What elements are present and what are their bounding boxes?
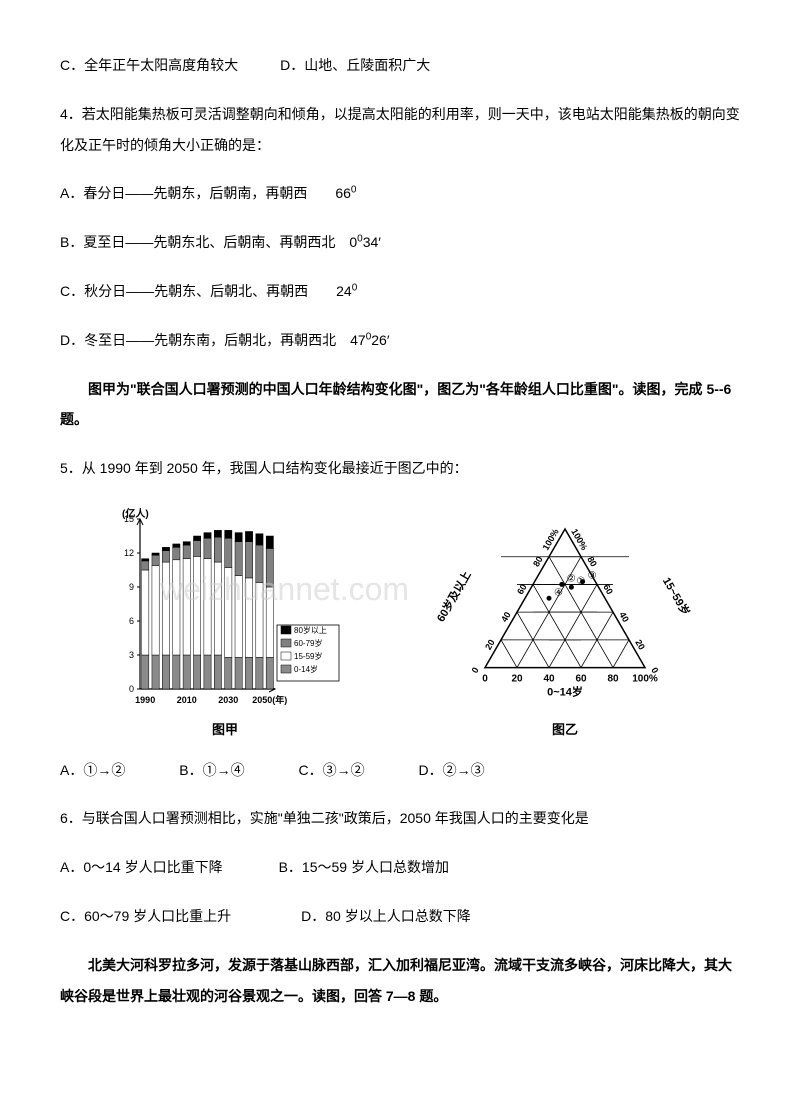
intro56-text: 图甲为"联合国人口署预测的中国人口年龄结构变化图"，图乙为"各年龄组人口比重图"… bbox=[60, 381, 731, 428]
svg-text:2010: 2010 bbox=[177, 695, 197, 705]
svg-text:0: 0 bbox=[470, 666, 481, 675]
question5-stem: 5．从 1990 年到 2050 年，我国人口结构变化最接近于图乙中的： bbox=[60, 453, 740, 484]
svg-text:0: 0 bbox=[129, 684, 134, 694]
q6-options-ab: A．0～14 岁人口比重下降 B．15～59 岁人口总数增加 bbox=[60, 852, 740, 883]
svg-text:3: 3 bbox=[129, 650, 134, 660]
q4-option-b: B．夏至日——先朝东北、后朝南、再朝西北 0034′ bbox=[60, 227, 740, 258]
svg-text:100%: 100% bbox=[569, 527, 589, 552]
question4-stem: 4．若太阳能集热板可灵活调整朝向和倾角，以提高太阳能的利用率，则一天中，该电站太… bbox=[60, 99, 740, 161]
svg-text:15: 15 bbox=[124, 514, 134, 524]
svg-text:0~14岁: 0~14岁 bbox=[547, 685, 583, 699]
q5-options: A．①→② B．①→④ C．③→② D．②→③ bbox=[60, 755, 740, 786]
q6-opt-a: A．0～14 岁人口比重下降 bbox=[60, 859, 223, 875]
q6-opt-b: B．15～59 岁人口总数增加 bbox=[279, 859, 449, 875]
svg-text:12: 12 bbox=[124, 548, 134, 558]
svg-text:60: 60 bbox=[575, 674, 587, 685]
q6-opt-c: C．60～79 岁人口比重上升 bbox=[60, 908, 231, 924]
q5-text: 5．从 1990 年到 2050 年，我国人口结构变化最接近于图乙中的： bbox=[60, 460, 468, 476]
q5-opt-a: A．①→② bbox=[60, 755, 125, 786]
figure-a-label: 图甲 bbox=[212, 716, 238, 745]
opt-text: C．全年正午太阳高度角较大 D．山地、丘陵面积广大 bbox=[60, 57, 430, 73]
q6-text: 6．与联合国人口署预测相比，实施"单独二孩"政策后，2050 年我国人口的主要变… bbox=[60, 810, 589, 826]
q4a-pre: A．春分日——先朝东，后朝南，再朝西 66 bbox=[60, 185, 351, 201]
q5-opt-b: B．①→④ bbox=[179, 755, 244, 786]
svg-text:100%: 100% bbox=[541, 527, 561, 552]
svg-text:15~59岁: 15~59岁 bbox=[660, 575, 693, 618]
question6-stem: 6．与联合国人口署预测相比，实施"单独二孩"政策后，2050 年我国人口的主要变… bbox=[60, 803, 740, 834]
q4d-pre: D．冬至日——先朝东南，后朝北，再朝西北 47 bbox=[60, 332, 366, 348]
svg-text:③: ③ bbox=[588, 571, 597, 582]
svg-text:1990: 1990 bbox=[135, 695, 155, 705]
q4-option-d: D．冬至日——先朝东南，后朝北，再朝西北 47026′ bbox=[60, 325, 740, 356]
svg-text:2030: 2030 bbox=[218, 695, 238, 705]
figure-b-chart: 020406080100%020406080100%020406080100%0… bbox=[435, 504, 695, 714]
figure-b-label: 图乙 bbox=[552, 716, 578, 745]
svg-text:6: 6 bbox=[129, 616, 134, 626]
q4c-sup: 0 bbox=[352, 282, 358, 293]
q4d-post: 26′ bbox=[371, 332, 389, 348]
svg-text:60岁及以上: 60岁及以上 bbox=[435, 568, 474, 624]
svg-text:80岁以上: 80岁以上 bbox=[294, 625, 327, 635]
question3-options-cd: C．全年正午太阳高度角较大 D．山地、丘陵面积广大 bbox=[60, 50, 740, 81]
svg-text:15-59岁: 15-59岁 bbox=[294, 651, 322, 661]
q4c-pre: C．秋分日——先朝东、后朝北、再朝西 24 bbox=[60, 283, 352, 299]
svg-text:0-14岁: 0-14岁 bbox=[294, 664, 318, 674]
q5-opt-d: D．②→③ bbox=[418, 755, 484, 786]
svg-text:20: 20 bbox=[511, 674, 523, 685]
figures-row: weizhuannet.com (亿人)03691215199020102030… bbox=[60, 504, 740, 745]
figure-b-block: 020406080100%020406080100%020406080100%0… bbox=[435, 504, 695, 745]
figure-a-chart: (亿人)036912151990201020302050(年)80岁以上60-7… bbox=[105, 504, 345, 714]
svg-text:80: 80 bbox=[607, 674, 619, 685]
intro78-text: 北美大河科罗拉多河，发源于落基山脉西部，汇入加利福尼亚湾。流域干支流多峡谷，河床… bbox=[60, 957, 732, 1004]
figure-a-block: (亿人)036912151990201020302050(年)80岁以上60-7… bbox=[105, 504, 345, 745]
svg-text:100%: 100% bbox=[632, 674, 658, 685]
intro-7-8: 北美大河科罗拉多河，发源于落基山脉西部，汇入加利福尼亚湾。流域干支流多峡谷，河床… bbox=[60, 950, 740, 1012]
svg-text:②: ② bbox=[567, 573, 576, 584]
svg-text:2050(年): 2050(年) bbox=[252, 694, 287, 705]
intro-5-6: 图甲为"联合国人口署预测的中国人口年龄结构变化图"，图乙为"各年龄组人口比重图"… bbox=[60, 374, 740, 436]
q4b-pre: B．夏至日——先朝东北、后朝南、再朝西北 0 bbox=[60, 234, 357, 250]
q4a-sup: 0 bbox=[351, 185, 357, 196]
q6-opt-d: D．80 岁以上人口总数下降 bbox=[301, 908, 471, 924]
q4b-post: 34′ bbox=[363, 234, 381, 250]
svg-text:60-79岁: 60-79岁 bbox=[294, 638, 322, 648]
svg-text:9: 9 bbox=[129, 582, 134, 592]
q5-opt-c: C．③→② bbox=[298, 755, 364, 786]
svg-text:40: 40 bbox=[543, 674, 555, 685]
q6-options-cd: C．60～79 岁人口比重上升 D．80 岁以上人口总数下降 bbox=[60, 901, 740, 932]
svg-text:④: ④ bbox=[554, 587, 563, 598]
q4-text: 4．若太阳能集热板可灵活调整朝向和倾角，以提高太阳能的利用率，则一天中，该电站太… bbox=[60, 106, 740, 153]
q4-option-a: A．春分日——先朝东，后朝南，再朝西 660 bbox=[60, 178, 740, 209]
svg-text:0: 0 bbox=[482, 674, 488, 685]
q4-option-c: C．秋分日——先朝东、后朝北、再朝西 240 bbox=[60, 276, 740, 307]
